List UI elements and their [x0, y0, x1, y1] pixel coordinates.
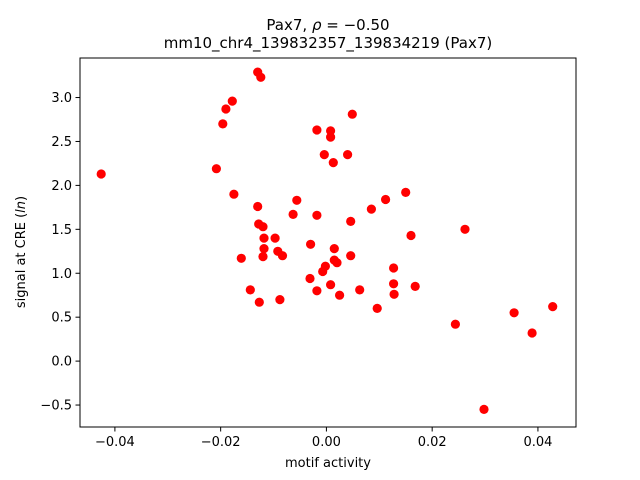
y-tick-label: 0.0	[51, 355, 72, 370]
x-tick-label: 0.00	[312, 435, 341, 450]
data-point-25	[305, 273, 315, 284]
y-axis-ticks: −0.5 0.0 0.5 1.0 1.5 2.0 2.5 3.0	[40, 91, 80, 414]
data-point-49	[389, 279, 399, 289]
data-point-45	[366, 204, 376, 214]
data-point-38	[332, 258, 342, 268]
data-point-39	[335, 290, 345, 300]
data-point-27	[312, 286, 322, 296]
data-point-24	[306, 239, 316, 249]
data-point-51	[401, 187, 411, 197]
chart-title-line2: mm10_chr4_139832357_139834219 (Pax7)	[164, 34, 493, 53]
plot-area	[79, 57, 577, 428]
data-point-10	[256, 72, 266, 82]
data-point-58	[527, 328, 537, 338]
data-point-6	[229, 189, 239, 199]
y-tick-label: 2.0	[51, 179, 72, 194]
x-tick-label: 0.02	[418, 435, 447, 450]
data-point-11	[253, 201, 263, 212]
data-point-5	[227, 96, 237, 106]
data-point-21	[275, 295, 285, 305]
x-tick-label: −0.04	[95, 435, 135, 450]
data-point-41	[346, 216, 356, 226]
data-point-36	[329, 244, 339, 254]
data-point-20	[277, 251, 288, 261]
data-point-13	[258, 222, 268, 232]
data-point-57	[509, 308, 519, 318]
x-tick-label: 0.04	[523, 435, 552, 450]
data-point-17	[254, 297, 264, 307]
data-point-42	[347, 109, 357, 119]
y-tick-label: −0.5	[40, 399, 72, 414]
data-point-30	[319, 150, 329, 160]
data-point-3	[218, 119, 228, 129]
x-axis-ticks: −0.04 −0.02 0.00 0.02 0.04	[95, 427, 552, 450]
data-point-4	[221, 104, 231, 114]
data-point-33	[326, 132, 336, 142]
y-tick-label: 1.0	[51, 267, 72, 282]
data-point-40	[343, 150, 353, 160]
data-point-59	[548, 302, 558, 312]
data-point-8	[245, 285, 255, 295]
x-tick-label: −0.02	[201, 435, 241, 450]
data-point-22	[288, 209, 298, 219]
data-point-35	[328, 158, 338, 168]
data-points	[96, 67, 558, 414]
data-point-26	[312, 210, 322, 220]
y-tick-label: 1.5	[51, 223, 72, 238]
data-point-2	[211, 164, 221, 174]
data-point-56	[479, 404, 489, 414]
data-point-44	[355, 285, 365, 295]
data-point-54	[450, 319, 460, 329]
data-point-34	[326, 280, 336, 290]
data-point-1	[96, 169, 106, 179]
data-point-55	[460, 224, 470, 234]
y-tick-label: 2.5	[51, 135, 72, 150]
y-tick-label: 3.0	[51, 91, 72, 106]
data-point-53	[410, 281, 420, 291]
data-point-31	[320, 261, 330, 271]
data-point-52	[406, 230, 416, 241]
data-point-47	[381, 194, 391, 205]
data-point-28	[312, 125, 322, 135]
data-point-46	[372, 303, 382, 313]
data-point-14	[259, 233, 269, 243]
data-point-43	[346, 251, 356, 261]
chart-title-line1: Pax7, ρ = −0.50	[266, 16, 389, 34]
data-point-16	[258, 252, 268, 262]
plot-frame	[79, 57, 577, 428]
y-axis-label: signal at CRE (ln)	[14, 196, 29, 308]
data-point-48	[389, 263, 399, 273]
data-point-7	[236, 253, 246, 263]
data-point-18	[270, 233, 280, 243]
x-axis-label: motif activity	[285, 456, 371, 471]
data-point-23	[292, 195, 302, 205]
data-point-15	[259, 244, 269, 254]
data-point-50	[389, 289, 399, 299]
y-tick-label: 0.5	[51, 311, 72, 326]
